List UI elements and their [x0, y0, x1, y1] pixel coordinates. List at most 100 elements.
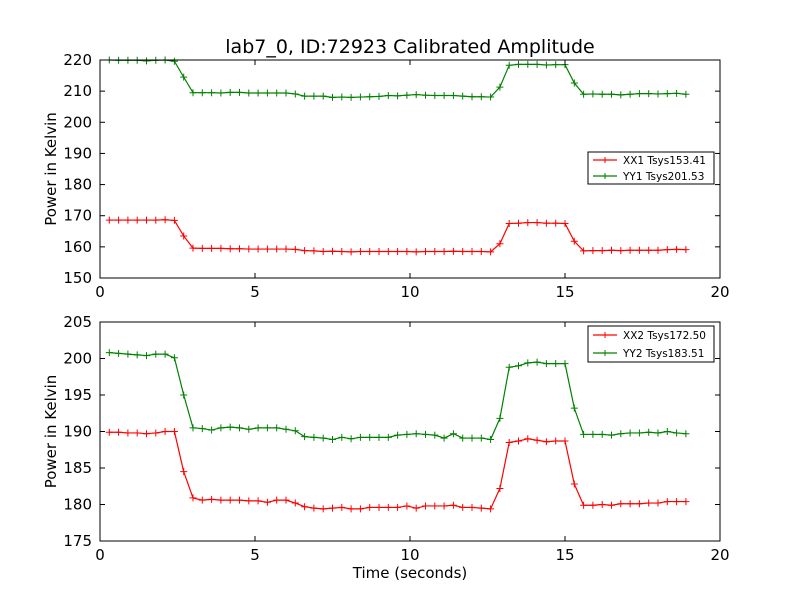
data-point	[301, 433, 309, 441]
data-point	[133, 351, 141, 359]
data-point	[198, 244, 206, 252]
data-point	[394, 248, 402, 256]
data-point	[254, 89, 262, 97]
data-point	[384, 248, 392, 256]
data-point	[189, 89, 197, 97]
data-point	[291, 499, 299, 507]
data-point	[431, 502, 439, 510]
data-point	[552, 61, 560, 69]
data-point	[673, 89, 681, 97]
data-point	[459, 503, 467, 511]
data-point	[533, 436, 541, 444]
data-point	[375, 503, 383, 511]
data-point	[422, 248, 429, 256]
data-point	[505, 363, 513, 371]
data-point	[124, 216, 132, 224]
data-point	[236, 496, 243, 504]
data-point	[291, 245, 299, 253]
data-point	[291, 90, 299, 98]
data-point	[459, 248, 467, 256]
data-point	[468, 434, 476, 442]
data-point	[375, 433, 383, 441]
data-point	[161, 350, 169, 358]
data-point	[487, 505, 495, 513]
data-point	[617, 430, 625, 438]
x-tick-label: 0	[95, 283, 105, 301]
data-point	[161, 428, 169, 435]
data-point	[561, 220, 569, 227]
top-panel: 0 5 10 15 20 150 160 170 180 190 200 210 220 Power in…	[42, 51, 730, 301]
data-point	[310, 433, 318, 441]
data-point	[449, 92, 457, 100]
data-point	[170, 216, 178, 224]
data-point	[115, 216, 123, 224]
data-point	[273, 496, 281, 504]
legend-box	[587, 151, 715, 185]
data-point	[105, 216, 113, 224]
data-point	[189, 494, 197, 502]
data-point	[608, 431, 615, 439]
data-point	[459, 434, 467, 442]
data-point	[217, 424, 225, 432]
data-point	[505, 438, 513, 446]
data-point	[542, 438, 550, 446]
data-point	[384, 503, 392, 511]
data-point	[598, 90, 606, 98]
data-point	[319, 434, 327, 442]
data-point	[273, 89, 281, 97]
data-point	[189, 244, 197, 252]
data-point	[170, 57, 178, 65]
data-point	[198, 89, 206, 97]
data-point	[515, 362, 522, 370]
data-point	[496, 83, 504, 91]
data-point	[598, 247, 606, 255]
data-point	[635, 429, 643, 437]
data-point	[375, 92, 383, 100]
data-point	[626, 500, 634, 508]
data-point	[608, 246, 615, 254]
data-point	[663, 246, 671, 254]
data-point	[366, 248, 374, 256]
x-tick-label: 20	[710, 283, 729, 301]
data-point	[403, 91, 411, 99]
data-point	[552, 219, 560, 227]
data-point	[654, 429, 662, 437]
data-point	[245, 497, 253, 505]
data-point	[319, 248, 327, 256]
data-point	[384, 92, 392, 100]
data-point	[273, 245, 281, 253]
data-point	[533, 358, 541, 366]
data-point	[124, 429, 132, 437]
data-point	[626, 429, 634, 437]
data-point	[412, 248, 420, 256]
data-point	[580, 90, 588, 98]
data-point	[524, 219, 532, 227]
legend-swatch-marker	[602, 157, 608, 163]
data-point	[682, 498, 690, 506]
data-point	[366, 433, 374, 441]
data-point	[152, 429, 160, 437]
data-point	[524, 435, 532, 443]
data-point	[226, 496, 234, 504]
legend-swatch-marker	[602, 332, 608, 338]
data-point	[282, 496, 290, 504]
data-point	[310, 92, 318, 100]
data-point	[124, 350, 132, 358]
data-point	[542, 360, 550, 368]
y-tick-label: 200	[63, 113, 92, 131]
legend-entry: XX1 Tsys153.41	[623, 155, 706, 167]
data-point	[329, 436, 336, 444]
data-point	[105, 349, 113, 357]
data-point	[673, 429, 681, 437]
data-point	[580, 501, 588, 509]
x-axis-label: Time (seconds)	[352, 564, 468, 582]
data-point	[245, 425, 253, 433]
data-point	[477, 93, 485, 101]
data-point	[422, 430, 429, 438]
data-point	[217, 244, 225, 252]
legend-entry: XX2 Tsys172.50	[623, 330, 706, 342]
legend-entry: YY1 Tsys201.53	[622, 171, 704, 183]
data-point	[431, 248, 439, 256]
data-point	[263, 245, 271, 253]
data-point	[598, 430, 606, 438]
